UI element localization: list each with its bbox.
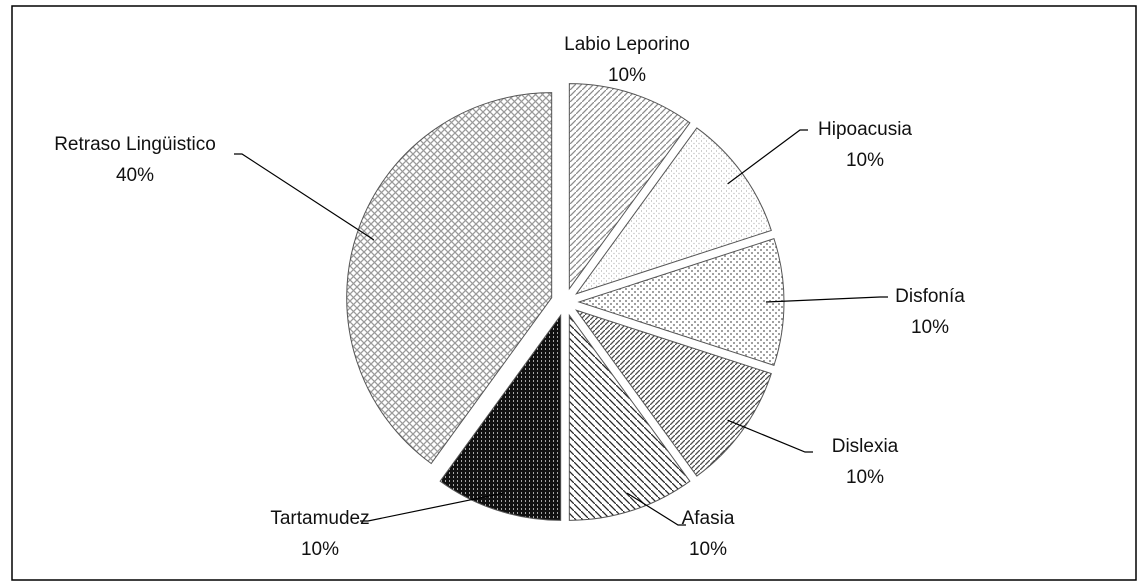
slice-label: Labio Leporino [564,34,690,55]
slice-value-label: 10% [301,539,339,560]
leader-line [234,153,375,241]
leader-line [626,492,686,526]
slice-label: Retraso Lingüistico [54,134,216,155]
pie-slice [346,92,553,465]
pie-slice [568,313,691,521]
slice-value-label: 40% [116,165,154,186]
pie-slice [575,309,772,477]
slice-value-label: 10% [846,150,884,171]
slice-label: Disfonía [895,286,965,307]
leader-line [765,296,888,303]
pie-slice [577,238,785,366]
slice-value-label: 10% [608,65,646,86]
slice-label: Tartamudez [270,508,369,529]
pie-slice [568,83,691,291]
slice-label: Hipoacusia [818,119,912,140]
pie-slice [439,313,562,521]
slice-value-label: 10% [846,467,884,488]
slice-value-label: 10% [689,539,727,560]
leader-line [727,419,813,453]
leader-line [360,492,504,522]
slice-value-label: 10% [911,317,949,338]
leader-line [727,129,808,185]
slice-label: Dislexia [832,436,899,457]
slice-label: Afasia [682,508,735,529]
